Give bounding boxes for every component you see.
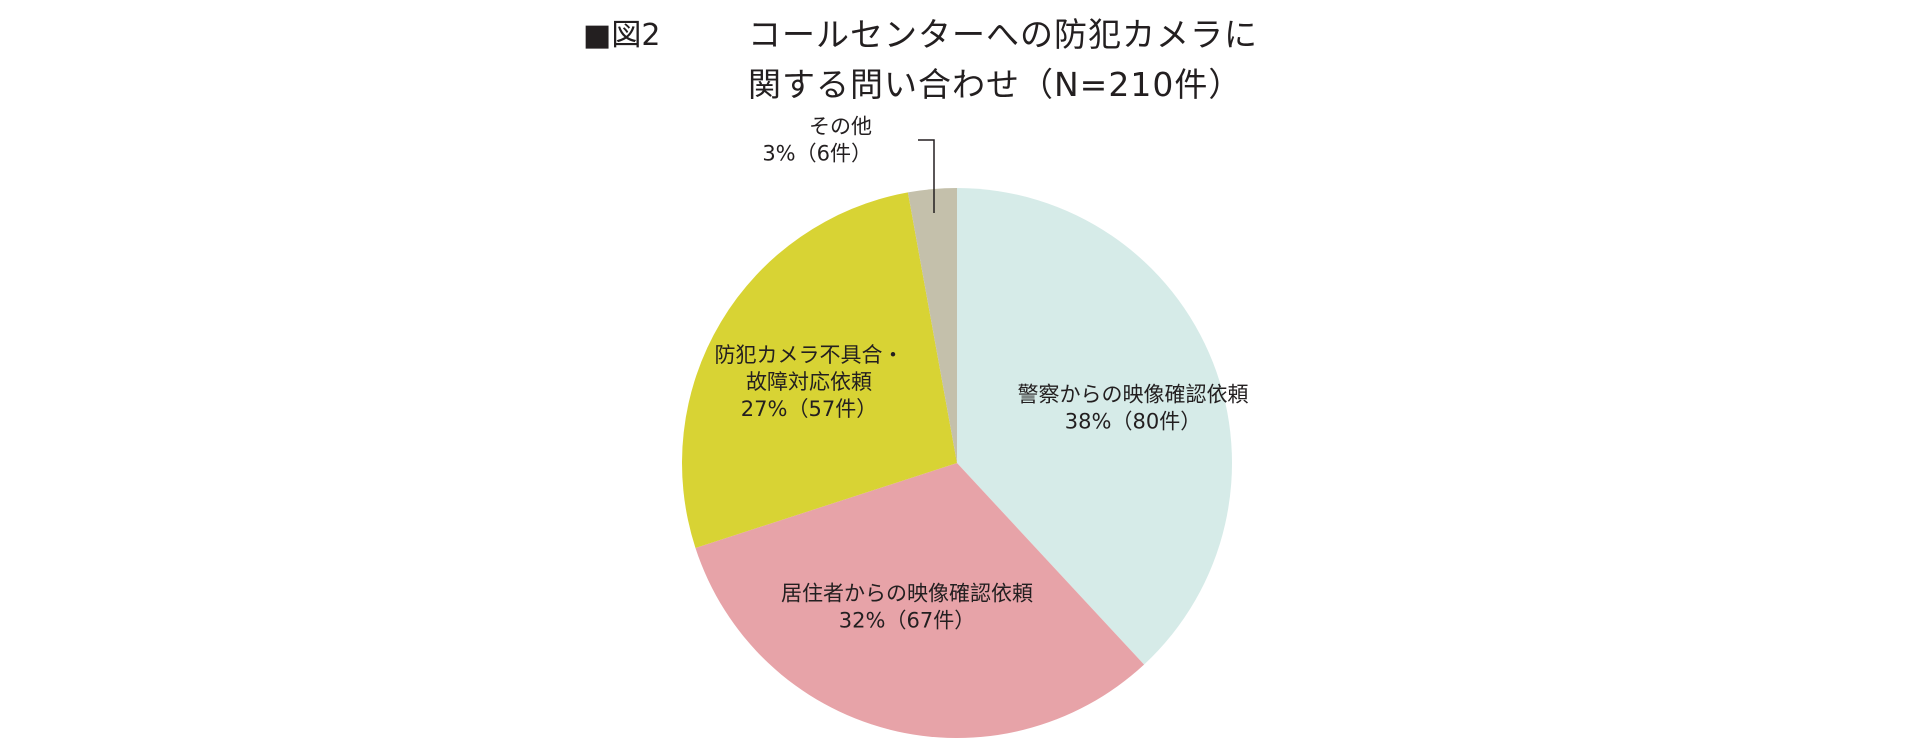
slice-label-camera-fault-line-2: 故障対応依頼 — [746, 370, 872, 394]
slice-label-camera-fault-line-1: 防犯カメラ不具合・ — [715, 343, 904, 367]
pie-slice-resident-request — [695, 463, 1145, 739]
slice-label-police-request: 警察からの映像確認依頼 38%（80件） — [1018, 383, 1249, 434]
slice-label-other-line-1: その他 — [809, 115, 872, 139]
pie-slices — [681, 188, 1233, 739]
other-callout-line — [918, 139, 935, 213]
pie-slice-camera-fault — [681, 192, 957, 548]
chart-title-line-2: 関する問い合わせ（N=210件） — [748, 65, 1243, 104]
slice-label-other-line-2: 3%（6件） — [762, 142, 872, 166]
slice-label-resident-request-line-2: 32%（67件） — [839, 609, 975, 633]
slice-label-resident-request: 居住者からの映像確認依頼 32%（67件） — [781, 582, 1033, 633]
pie-labels: 警察からの映像確認依頼 38%（80件） 居住者からの映像確認依頼 32%（67件） 防… — [715, 115, 1249, 633]
pie-slice-other — [907, 188, 957, 463]
chart-title-line-1: コールセンターへの防犯カメラに — [748, 15, 1258, 54]
slice-label-camera-fault: 防犯カメラ不具合・故障対応依頼 27%（57件） — [715, 343, 904, 421]
pie-slice-police-request — [957, 188, 1233, 665]
slice-label-resident-request-line-1: 居住者からの映像確認依頼 — [781, 582, 1033, 606]
slice-label-police-request-line-2: 38%（80件） — [1065, 410, 1201, 434]
figure-label: ■図2 — [583, 18, 661, 53]
slice-label-other: その他 3%（6件） — [762, 115, 872, 166]
slice-label-police-request-line-1: 警察からの映像確認依頼 — [1018, 383, 1249, 407]
chart-title-block: ■図2 コールセンターへの防犯カメラに 関する問い合わせ（N=210件） — [0, 0, 1920, 120]
slice-label-camera-fault-line-3: 27%（57件） — [741, 397, 877, 421]
